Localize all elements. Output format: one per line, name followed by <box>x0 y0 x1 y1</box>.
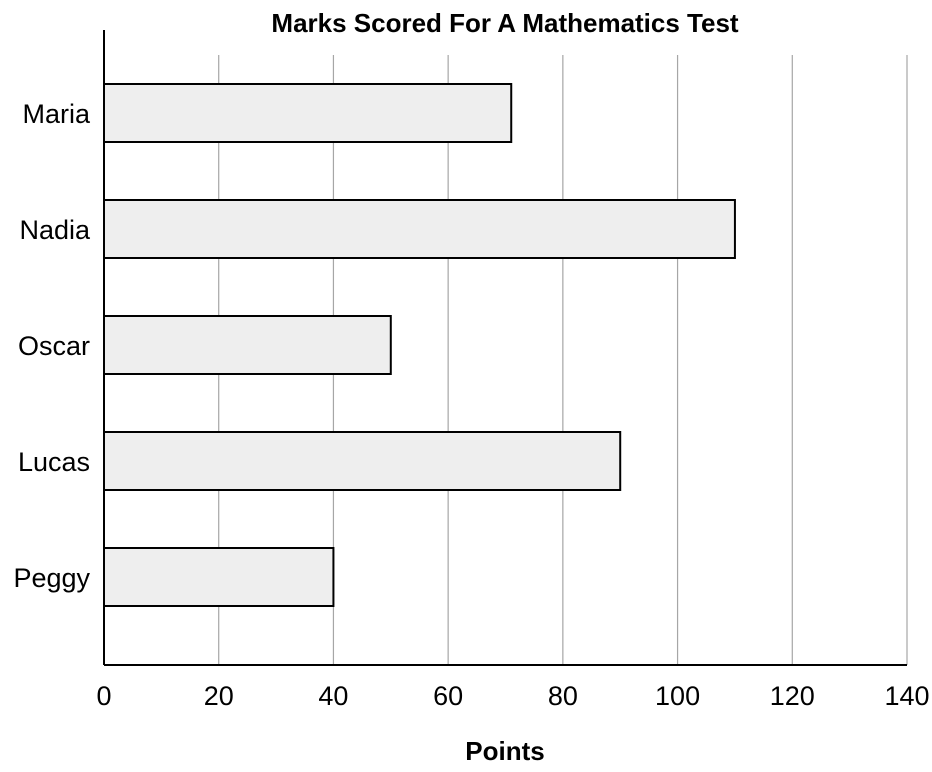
x-tick-label-20: 20 <box>204 681 234 711</box>
x-tick-label-140: 140 <box>884 681 929 711</box>
bars <box>103 83 736 607</box>
category-label-maria: Maria <box>22 99 90 129</box>
chart-title: Marks Scored For A Mathematics Test <box>271 8 739 38</box>
x-tick-label-40: 40 <box>318 681 348 711</box>
bar-peggy <box>103 547 335 607</box>
axes <box>103 30 907 666</box>
x-tick-label-0: 0 <box>96 681 111 711</box>
x-tick-label-120: 120 <box>770 681 815 711</box>
x-axis-title: Points <box>465 736 544 766</box>
category-label-peggy: Peggy <box>13 563 90 593</box>
bar-maria <box>103 83 513 143</box>
category-label-nadia: Nadia <box>19 215 91 245</box>
category-label-lucas: Lucas <box>18 447 90 477</box>
bar-oscar <box>103 315 392 375</box>
x-tick-label-80: 80 <box>548 681 578 711</box>
category-label-oscar: Oscar <box>18 331 90 361</box>
grid-lines <box>218 55 908 665</box>
bar-lucas <box>103 431 622 491</box>
x-tick-label-60: 60 <box>433 681 463 711</box>
x-tick-labels: 0 20 40 60 80 100 120 140 <box>96 681 929 711</box>
category-labels: Maria Nadia Oscar Lucas Peggy <box>13 99 91 593</box>
x-tick-label-100: 100 <box>655 681 700 711</box>
bar-nadia <box>103 199 736 259</box>
